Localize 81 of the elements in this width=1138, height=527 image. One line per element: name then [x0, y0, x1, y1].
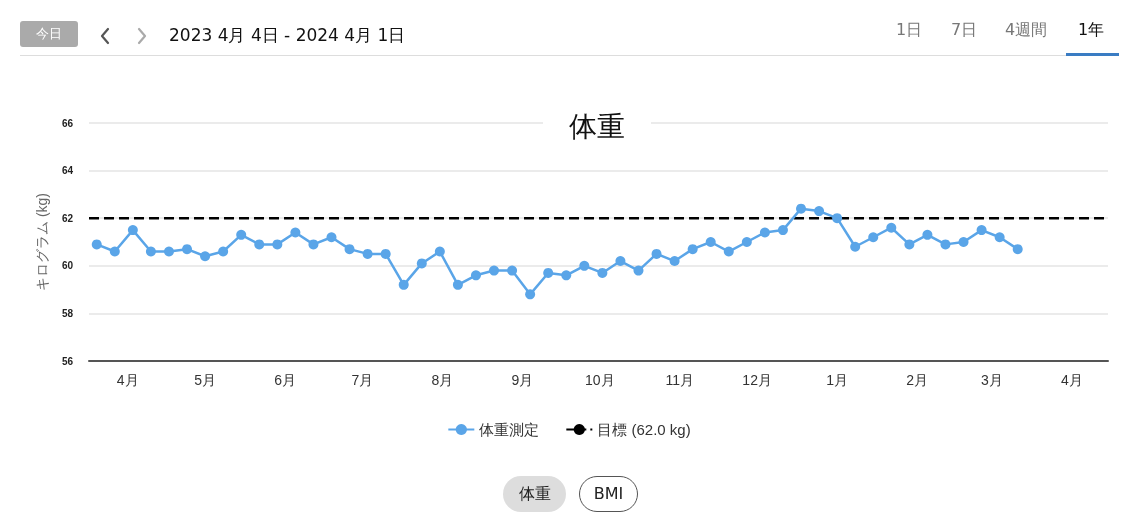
point [886, 222, 897, 233]
point [236, 229, 247, 240]
x-tick-label: 5月 [194, 372, 216, 388]
point [525, 289, 536, 300]
point [669, 256, 680, 267]
x-tick-label: 3月 [981, 372, 1003, 388]
point [796, 203, 807, 214]
point [91, 239, 102, 250]
point [507, 265, 518, 276]
legend-label: 目標 (62.0 kg) [597, 421, 691, 438]
point [958, 237, 969, 247]
point [922, 229, 933, 240]
point [489, 265, 500, 276]
x-tick-label: 4月 [1060, 372, 1083, 388]
x-tick-label: 6月 [274, 372, 296, 388]
point [470, 270, 481, 281]
point [182, 244, 193, 255]
point [976, 225, 987, 236]
point [127, 225, 138, 236]
point [904, 239, 915, 250]
x-tick-label: 10月 [585, 372, 615, 388]
y-tick-label: 58 [61, 307, 74, 319]
y-tick-label: 60 [61, 260, 74, 272]
point [940, 239, 951, 250]
point [597, 267, 608, 278]
text: 4週間 [1005, 20, 1048, 41]
point [452, 279, 463, 290]
point [705, 237, 716, 247]
weight-button[interactable]: 体重 [503, 476, 566, 512]
point [109, 246, 120, 257]
point [723, 246, 734, 257]
x-tick-label: 8月 [431, 372, 454, 388]
point [651, 248, 662, 259]
point [994, 232, 1005, 243]
point [759, 227, 770, 238]
point [344, 244, 355, 255]
point [1012, 244, 1023, 255]
point [579, 260, 590, 271]
y-tick-label: 62 [61, 212, 74, 224]
point [814, 206, 825, 217]
x-tick-label: 12月 [742, 372, 772, 388]
chart-title: 体重 [569, 109, 625, 143]
point [832, 213, 843, 224]
x-tick-label: 4月 [116, 372, 139, 388]
point [687, 244, 698, 255]
x-tick-label: 7月 [351, 372, 374, 388]
point [561, 270, 572, 281]
point [868, 232, 879, 243]
point [434, 246, 445, 257]
text: 7日 [951, 20, 978, 41]
point [380, 248, 391, 259]
y-tick-label: 56 [61, 355, 74, 367]
point [290, 227, 301, 238]
text: 1年 [1078, 20, 1105, 41]
point [145, 246, 156, 257]
point [218, 246, 229, 257]
point [543, 267, 554, 278]
point [272, 239, 283, 250]
point [850, 241, 861, 252]
y-tick-label: 66 [61, 117, 74, 129]
point [362, 248, 373, 259]
point [416, 258, 427, 269]
legend-label: 体重測定 [479, 421, 540, 438]
y-axis-title: キログラム (kg) [34, 193, 50, 291]
x-tick-label: 1月 [826, 372, 849, 388]
point [163, 246, 174, 257]
x-tick-label: 11月 [665, 372, 695, 388]
point [308, 239, 319, 250]
text: 1日 [896, 20, 923, 41]
point [200, 251, 211, 262]
y-tick-label: 64 [61, 165, 74, 177]
x-tick-label: 2月 [906, 372, 928, 388]
point [777, 225, 788, 236]
x-tick-label: 9月 [511, 372, 534, 388]
point [633, 265, 644, 276]
point [741, 237, 752, 247]
point [326, 232, 337, 243]
point [254, 239, 265, 250]
text: 2023 4月 4日 - 2024 4月 1日 [169, 24, 406, 47]
point [615, 256, 626, 267]
point [398, 279, 409, 290]
